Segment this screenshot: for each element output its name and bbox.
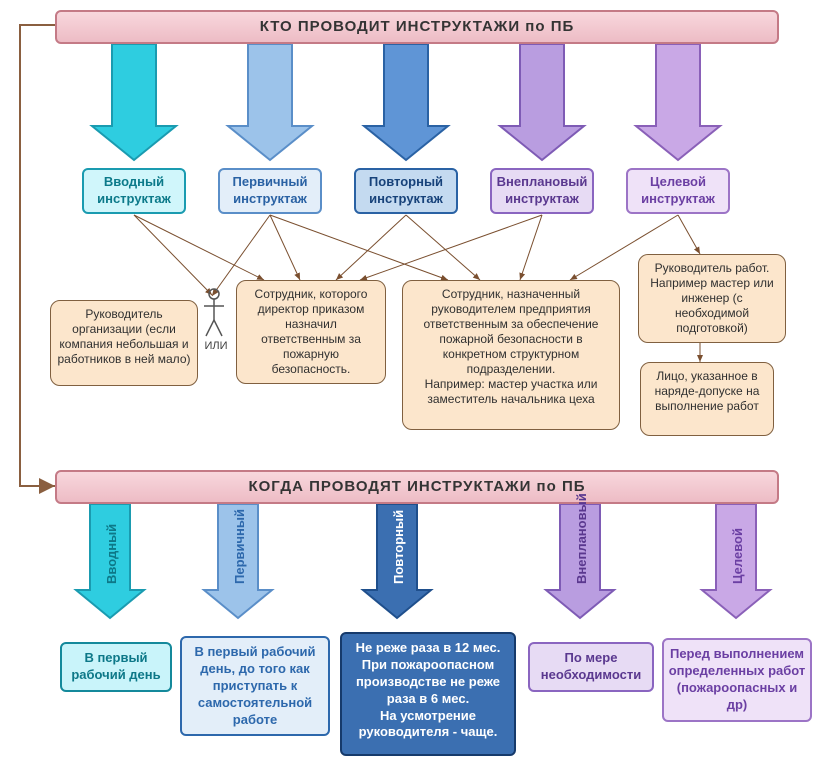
who-box-4: Лицо, указанное в наряде-допуске на выпо…: [640, 362, 774, 436]
when-box-0: В первый рабочий день: [60, 642, 172, 692]
when-box-4: Перед выполнением определенных работ (по…: [662, 638, 812, 722]
stick-figure-icon: [202, 288, 226, 338]
when-box-3: По мере необходимости: [528, 642, 654, 692]
who-box-1: Сотрудник, которого директор приказом на…: [236, 280, 386, 384]
type-box-0: Вводный инструктаж: [82, 168, 186, 214]
who-box-3: Руководитель работ. Например мастер или …: [638, 254, 786, 343]
header-who: КТО ПРОВОДИТ ИНСТРУКТАЖИ по ПБ: [55, 10, 779, 44]
type-box-1: Первичный инструктаж: [218, 168, 322, 214]
type-box-2: Повторный инструктаж: [354, 168, 458, 214]
type-box-3: Внеплановый инструктаж: [490, 168, 594, 214]
vlabel-0: Вводный: [104, 524, 119, 584]
when-box-1: В первый рабочий день, до того как прист…: [180, 636, 330, 736]
vlabel-1: Первичный: [232, 509, 247, 584]
vlabel-2: Повторный: [391, 510, 406, 584]
who-box-2: Сотрудник, назначенный руководителем пре…: [402, 280, 620, 430]
who-box-0: Руководитель организации (если компания …: [50, 300, 198, 386]
vlabel-4: Целевой: [730, 528, 745, 584]
when-box-2: Не реже раза в 12 мес. При пожароопасном…: [340, 632, 516, 756]
header-when: КОГДА ПРОВОДЯТ ИНСТРУКТАЖИ по ПБ: [55, 470, 779, 504]
vlabel-3: Внеплановый: [574, 493, 589, 584]
type-box-4: Целевой инструктаж: [626, 168, 730, 214]
or-label: ИЛИ: [203, 340, 229, 352]
